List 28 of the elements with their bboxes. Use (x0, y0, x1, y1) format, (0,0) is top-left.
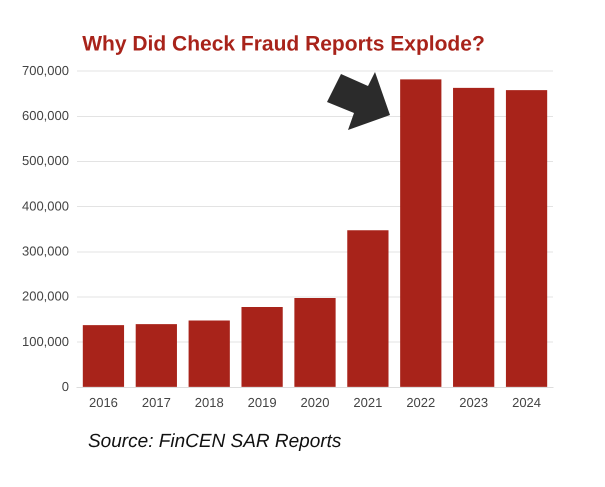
x-tick-label: 2019 (248, 394, 277, 410)
bar (453, 88, 494, 387)
y-tick-label: 0 (62, 378, 69, 394)
bar (241, 306, 283, 387)
source-note: Source: FinCEN SAR Reports (88, 431, 342, 452)
x-tick-label: 2018 (194, 394, 224, 410)
y-tick-label: 700,000 (22, 62, 69, 78)
bar (294, 298, 336, 387)
y-tick-label: 400,000 (22, 198, 69, 214)
bar (400, 79, 442, 387)
y-tick-label: 600,000 (22, 108, 69, 123)
y-tick-label: 100,000 (22, 334, 69, 349)
x-tick-label: 2022 (406, 394, 436, 410)
x-tick-label: 2021 (353, 394, 382, 410)
x-tick-label: 2016 (88, 394, 118, 410)
bar (188, 320, 230, 387)
y-tick-label: 500,000 (22, 153, 69, 168)
bar (136, 324, 177, 387)
y-tick-label: 200,000 (22, 288, 69, 304)
x-tick-label: 2020 (300, 394, 330, 410)
x-tick-label: 2017 (142, 394, 171, 410)
bar (506, 90, 548, 387)
y-tick-label: 300,000 (22, 243, 69, 258)
x-tick-label: 2023 (459, 394, 488, 410)
chart-title: Why Did Check Fraud Reports Explode? (82, 32, 485, 56)
bar (82, 325, 124, 387)
bar (347, 230, 389, 387)
x-tick-label: 2024 (512, 394, 542, 410)
